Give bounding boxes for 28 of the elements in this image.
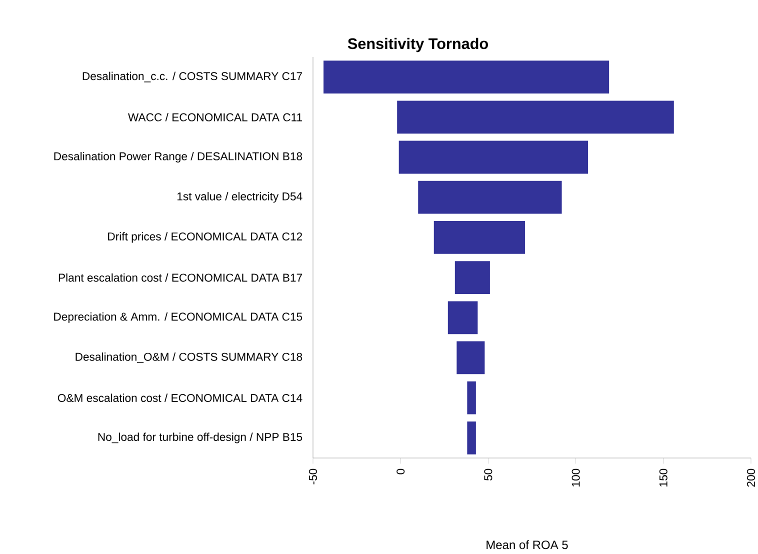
x-tick-label: 0 bbox=[396, 468, 405, 474]
y-tick-label: O&M escalation cost / ECONOMICAL DATA C14 bbox=[58, 394, 302, 402]
y-tick-label: Desalination Power Range / DESALINATION B18 bbox=[54, 152, 302, 163]
x-tick-label: -50 bbox=[309, 468, 318, 484]
bar bbox=[324, 60, 610, 94]
bar bbox=[398, 140, 588, 174]
x-tick-label: 200 bbox=[746, 468, 755, 487]
y-tick-label: Depreciation & Amm. / ECONOMICAL DATA C15 bbox=[54, 312, 302, 323]
bar bbox=[454, 261, 490, 294]
bar bbox=[467, 381, 476, 414]
y-tick-label: Desalination_c.c. / COSTS SUMMARY C17 bbox=[82, 72, 302, 82]
bar bbox=[448, 301, 478, 334]
y-tick-label: No_load for turbine off-design / NPP B15 bbox=[98, 432, 302, 444]
bar bbox=[434, 221, 525, 254]
y-tick-label: Drift prices / ECONOMICAL DATA C12 bbox=[108, 232, 302, 243]
y-tick-label: WACC / ECONOMICAL DATA C11 bbox=[128, 112, 302, 122]
x-axis-title: Mean of ROA 5 bbox=[486, 540, 568, 550]
chart-title: Sensitivity Tornado bbox=[348, 38, 488, 52]
y-tick-label: 1st value / electricity D54 bbox=[177, 192, 302, 203]
y-tick-label: Desalination_O&M / COSTS SUMMARY C18 bbox=[76, 352, 302, 363]
x-tick-label: 100 bbox=[572, 468, 580, 486]
bar bbox=[397, 100, 674, 134]
bar bbox=[418, 180, 562, 214]
x-tick-label: 50 bbox=[484, 468, 492, 481]
x-tick-label: 150 bbox=[659, 468, 668, 486]
y-tick-label: Plant escalation cost / ECONOMICAL DATA B17 bbox=[58, 273, 302, 282]
bar bbox=[467, 422, 476, 454]
bar bbox=[456, 341, 485, 374]
